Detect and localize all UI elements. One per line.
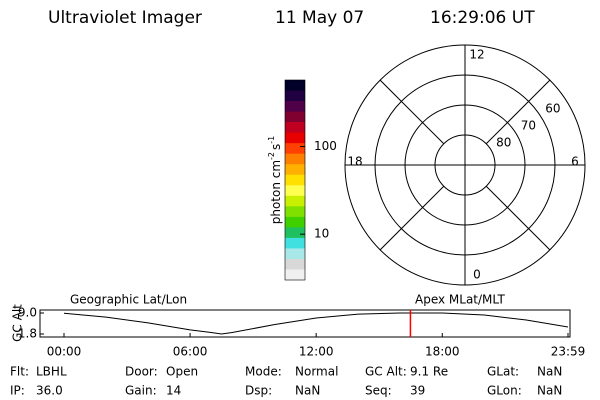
status-value: NaN bbox=[537, 365, 562, 379]
color-band bbox=[285, 248, 305, 260]
color-band bbox=[285, 132, 305, 144]
polar-diagonal bbox=[379, 185, 445, 251]
color-band bbox=[285, 153, 305, 165]
lat-circle bbox=[404, 104, 526, 226]
colorbar-tick-label: 100 bbox=[314, 139, 337, 153]
polar-diagonal bbox=[485, 185, 551, 251]
x-tick-label: 06:00 bbox=[173, 345, 208, 359]
instrument-title: Ultraviolet Imager bbox=[48, 8, 202, 28]
status-label: GLon: bbox=[487, 384, 522, 398]
status-value: 39 bbox=[410, 384, 425, 398]
colorbar-label: photon cm-2 s-1 bbox=[267, 136, 283, 225]
color-band bbox=[285, 80, 305, 92]
label-sup: -1 bbox=[267, 136, 276, 144]
status-value: 9.1 Re bbox=[410, 365, 448, 379]
lat-label: 80 bbox=[496, 136, 511, 150]
orbit-right-title: Apex MLat/MLT bbox=[415, 293, 505, 307]
status-label: Gain: bbox=[125, 384, 157, 398]
polar-diagonal bbox=[379, 79, 445, 145]
altitude-line bbox=[63, 312, 569, 335]
color-band bbox=[285, 195, 305, 207]
x-tick-label: 12:00 bbox=[299, 345, 334, 359]
lat-label: 70 bbox=[521, 118, 536, 132]
status-label: Seq: bbox=[365, 384, 392, 398]
label-sup: -2 bbox=[267, 152, 276, 160]
mlt-label: 12 bbox=[469, 48, 484, 62]
status-value: NaN bbox=[537, 384, 562, 398]
color-band bbox=[285, 227, 305, 239]
status-value: Normal bbox=[295, 365, 338, 379]
lat-circle bbox=[434, 134, 496, 196]
x-tick-label: 18:00 bbox=[425, 345, 460, 359]
color-band bbox=[285, 90, 305, 102]
status-value: 36.0 bbox=[36, 384, 63, 398]
color-band bbox=[285, 143, 305, 155]
color-band bbox=[285, 237, 305, 249]
status-label: GLat: bbox=[487, 365, 519, 379]
label-part: s bbox=[269, 144, 283, 150]
mlt-label: 6 bbox=[571, 155, 579, 169]
plot-frame bbox=[39, 309, 571, 338]
color-band bbox=[285, 164, 305, 176]
polar-diagonal bbox=[485, 79, 551, 145]
status-label: Mode: bbox=[245, 365, 282, 379]
status-value: NaN bbox=[295, 384, 320, 398]
date: 11 May 07 bbox=[275, 8, 364, 28]
y-tick-label: 9.0 bbox=[18, 306, 37, 320]
time: 16:29:06 UT bbox=[430, 8, 535, 28]
color-band bbox=[285, 216, 305, 228]
color-band bbox=[285, 185, 305, 197]
y-tick-label: 1.8 bbox=[18, 327, 37, 341]
status-label: GC Alt: bbox=[365, 365, 407, 379]
x-tick-label: 00:00 bbox=[47, 345, 82, 359]
color-band bbox=[285, 122, 305, 134]
color-band bbox=[285, 258, 305, 270]
color-band bbox=[285, 269, 305, 281]
status-label: IP: bbox=[10, 384, 25, 398]
colorbar-frame bbox=[284, 79, 306, 281]
status-value: 14 bbox=[166, 384, 181, 398]
orbit-left-title: Geographic Lat/Lon bbox=[70, 293, 187, 307]
status-value: LBHL bbox=[36, 365, 67, 379]
y-axis-label: GC Alt bbox=[11, 304, 25, 342]
label-part: photon cm bbox=[269, 160, 283, 224]
color-band bbox=[285, 174, 305, 186]
status-label: Flt: bbox=[10, 365, 29, 379]
x-tick-label: 23:59 bbox=[551, 345, 586, 359]
status-label: Door: bbox=[125, 365, 158, 379]
lat-label: 60 bbox=[545, 101, 560, 115]
color-band bbox=[285, 101, 305, 113]
mlt-label: 0 bbox=[473, 268, 481, 282]
color-band bbox=[285, 111, 305, 123]
color-band bbox=[285, 206, 305, 218]
status-value: Open bbox=[166, 365, 198, 379]
mlt-label: 18 bbox=[347, 155, 362, 169]
lat-circle bbox=[374, 74, 556, 256]
colorbar-tick-label: 10 bbox=[314, 227, 329, 241]
status-label: Dsp: bbox=[245, 384, 272, 398]
